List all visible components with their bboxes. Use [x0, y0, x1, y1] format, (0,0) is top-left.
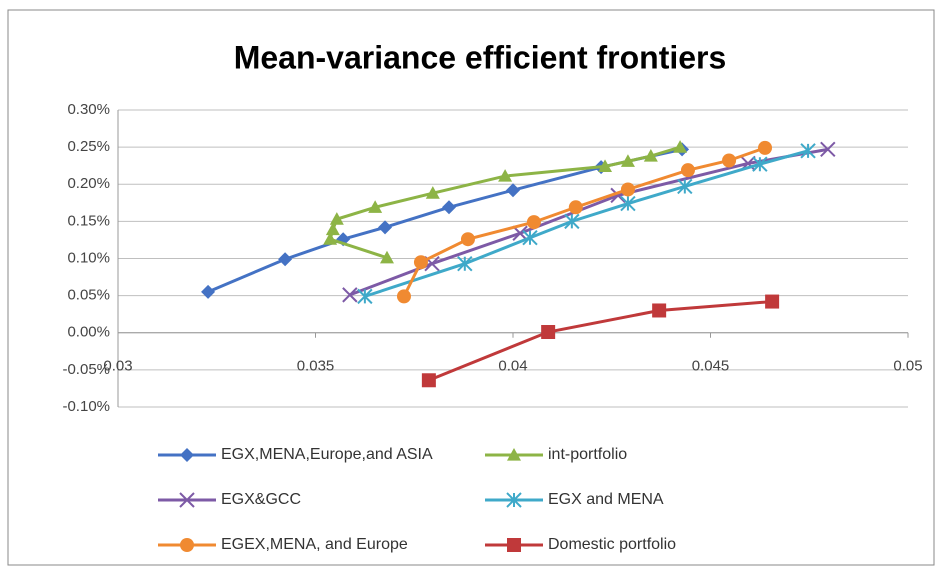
x-tick-label: 0.03: [103, 358, 132, 375]
data-point: [522, 230, 538, 246]
data-point: [526, 215, 541, 230]
data-point: [673, 140, 688, 153]
y-tick-label: -0.10%: [62, 398, 110, 415]
data-point: [677, 178, 693, 195]
y-tick-label: 0.20%: [67, 175, 110, 192]
data-point: [758, 140, 773, 155]
data-point: [765, 294, 780, 309]
data-point: [680, 163, 695, 178]
data-point: [421, 373, 436, 388]
data-point: [800, 143, 816, 159]
series-line: [428, 300, 773, 382]
series-line: [207, 147, 683, 294]
y-tick-label: 0.25%: [67, 138, 110, 155]
data-point: [396, 289, 411, 304]
legend-label: EGX and MENA: [548, 491, 664, 508]
data-point: [620, 154, 635, 167]
data-point: [752, 156, 768, 172]
x-tick-label: 0.035: [297, 358, 335, 375]
data-point: [820, 141, 836, 158]
data-point: [379, 250, 394, 264]
data-point: [541, 325, 556, 340]
x-tick-label: 0.04: [498, 358, 527, 375]
legend-label: EGX,MENA,Europe,and ASIA: [221, 446, 433, 463]
data-point: [368, 200, 383, 213]
data-point: [425, 186, 440, 199]
legend-marker: [507, 538, 521, 552]
data-point: [512, 225, 528, 241]
legend-marker: [506, 492, 522, 508]
y-tick-label: 0.10%: [67, 249, 110, 266]
data-point: [598, 159, 613, 173]
data-point: [643, 149, 658, 162]
series-line: [364, 149, 809, 298]
legend-label: Domestic portfolio: [548, 536, 676, 553]
data-point: [620, 182, 635, 197]
data-point: [278, 252, 293, 267]
y-tick-label: 0.05%: [67, 287, 110, 304]
data-point: [357, 288, 373, 305]
data-point: [568, 200, 583, 215]
legend-label: EGEX,MENA, and Europe: [221, 536, 408, 553]
legend-marker: [180, 538, 194, 552]
data-point: [457, 255, 473, 272]
y-tick-label: 0.15%: [67, 212, 110, 229]
data-point: [652, 303, 667, 318]
data-point: [378, 220, 393, 235]
legend-label: int-portfolio: [548, 446, 627, 463]
x-tick-label: 0.05: [893, 358, 922, 375]
y-tick-label: -0.05%: [62, 361, 110, 378]
chart-border: [7, 9, 935, 566]
y-tick-label: 0.30%: [67, 101, 110, 118]
data-point: [325, 222, 340, 236]
legend-marker: [180, 448, 194, 462]
legend-marker: [507, 448, 521, 461]
data-point: [329, 212, 344, 225]
data-point: [442, 200, 457, 215]
data-point: [342, 287, 358, 303]
legend-marker: [179, 492, 195, 508]
data-point: [722, 153, 737, 168]
data-point: [564, 213, 580, 230]
y-tick-label: 0.00%: [67, 324, 110, 341]
data-point: [201, 284, 216, 299]
data-point: [460, 232, 475, 247]
data-point: [498, 169, 513, 182]
chart-title: Mean-variance efficient frontiers: [234, 39, 727, 75]
legend-label: EGX&GCC: [221, 491, 301, 508]
x-tick-label: 0.045: [692, 358, 730, 375]
data-point: [620, 195, 636, 212]
data-point: [506, 183, 520, 198]
data-point: [323, 232, 338, 245]
data-point: [413, 255, 428, 270]
